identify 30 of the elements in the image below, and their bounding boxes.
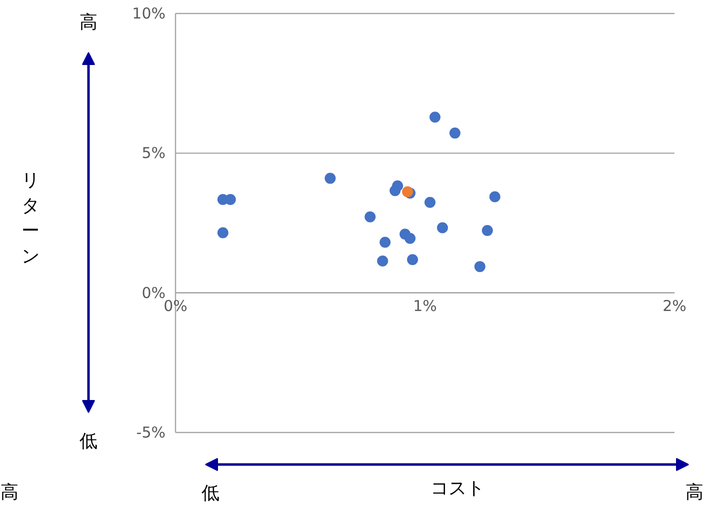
text: 高	[80, 12, 98, 33]
x-tick-label: 2%	[662, 296, 686, 315]
point	[364, 211, 376, 222]
y-tick-label: 10%	[132, 4, 166, 22]
point	[217, 227, 228, 238]
text: 高	[0, 482, 18, 503]
point	[407, 254, 418, 266]
text: リターン	[22, 170, 40, 267]
point	[424, 196, 436, 208]
point	[402, 186, 414, 198]
point	[377, 256, 388, 266]
y-tick-label: -5%	[136, 424, 166, 442]
point	[404, 232, 416, 244]
point	[449, 128, 460, 139]
point	[474, 261, 486, 272]
text: 低	[80, 431, 98, 452]
x-tick-label: 0%	[164, 296, 188, 315]
x-tick-label: 1%	[413, 296, 437, 315]
text: 高	[686, 482, 704, 503]
point	[482, 225, 493, 236]
point	[436, 222, 448, 234]
point	[489, 191, 500, 202]
point	[380, 236, 391, 248]
point	[390, 185, 401, 196]
point	[429, 112, 440, 123]
x-axis-title: コスト	[430, 478, 484, 499]
point	[324, 172, 336, 184]
text: 低	[202, 483, 220, 504]
y-tick-label: 5%	[142, 144, 166, 162]
y-tick-label: 0%	[142, 284, 166, 302]
